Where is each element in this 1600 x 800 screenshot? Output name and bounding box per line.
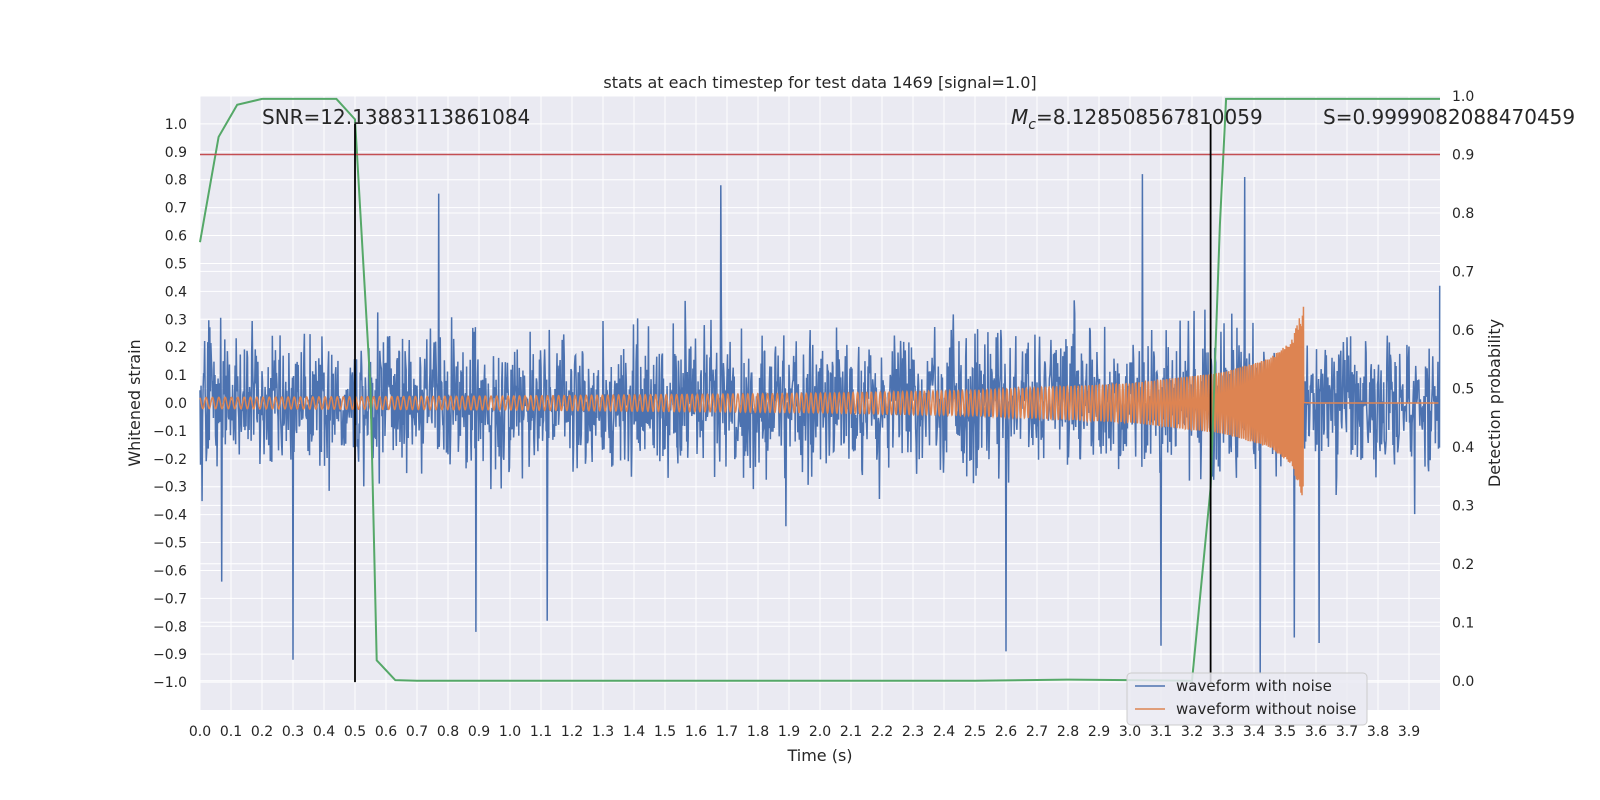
legend: waveform with noise waveform without noi… xyxy=(1126,672,1368,726)
series-waveform-without-noise xyxy=(199,306,1439,496)
x-tick-label: 3.2 xyxy=(1181,724,1203,740)
y-tick-label: −0.1 xyxy=(153,424,187,440)
y-tick-label: 0.6 xyxy=(165,229,187,245)
x-tick-label: 1.6 xyxy=(685,724,707,740)
x-tick-label: 0.4 xyxy=(313,724,335,740)
reference-lines xyxy=(200,123,1440,683)
y-tick-label: −0.9 xyxy=(153,647,187,663)
x-tick-labels: 0.0 0.1 0.2 0.3 0.4 0.5 0.6 0.7 0.8 0.9 1.0 1.1 1.2 1… xyxy=(189,724,1420,740)
s-annotation: S=0.9999082088470459 xyxy=(1323,105,1575,129)
legend-box xyxy=(1126,672,1368,726)
y-tick-label: −1.0 xyxy=(153,675,187,691)
legend-label-noise: waveform with noise xyxy=(1176,677,1332,695)
y-tick-label: 0.2 xyxy=(165,340,187,356)
x-tick-label: 3.9 xyxy=(1398,724,1420,740)
x-tick-label: 2.5 xyxy=(964,724,986,740)
x-tick-label: 2.4 xyxy=(933,724,955,740)
x-tick-label: 0.9 xyxy=(468,724,490,740)
snr-annotation: SNR=12.13883113861084 xyxy=(262,105,530,129)
y-right-tick-label: 0.0 xyxy=(1452,674,1474,690)
x-tick-label: 0.8 xyxy=(437,724,459,740)
x-tick-label: 1.8 xyxy=(747,724,769,740)
x-tick-label: 2.7 xyxy=(1026,724,1048,740)
x-tick-label: 3.6 xyxy=(1305,724,1327,740)
y-right-axis-label: Detection probability xyxy=(1485,319,1504,487)
y-tick-label: −0.8 xyxy=(153,619,187,635)
y-right-tick-label: 1.0 xyxy=(1452,89,1474,105)
detection-probability-line xyxy=(199,97,1440,682)
y-tick-label: 1.0 xyxy=(165,117,187,133)
chirp-mass-value: =8.128508567810059 xyxy=(1036,105,1263,129)
x-tick-label: 0.7 xyxy=(406,724,428,740)
series-detection-probability xyxy=(199,97,1440,682)
y-tick-label: −0.3 xyxy=(153,480,187,496)
x-tick-label: 3.3 xyxy=(1212,724,1234,740)
y-tick-label: 0.8 xyxy=(165,173,187,189)
y-right-tick-label: 0.3 xyxy=(1452,498,1474,514)
x-tick-label: 3.5 xyxy=(1274,724,1296,740)
x-tick-label: 2.3 xyxy=(902,724,924,740)
chirp-mass-subscript: c xyxy=(1028,117,1036,133)
clean-waveform-line xyxy=(199,306,1439,496)
x-tick-label: 0.3 xyxy=(282,724,304,740)
y-tick-label: −0.4 xyxy=(153,508,187,524)
chirp-mass-annotation: Mc=8.128508567810059 xyxy=(1011,105,1263,133)
x-tick-label: 1.1 xyxy=(530,724,552,740)
x-tick-label: 0.5 xyxy=(344,724,366,740)
y-right-tick-label: 0.9 xyxy=(1452,147,1474,163)
x-tick-label: 2.9 xyxy=(1088,724,1110,740)
y-axis-label: Whitened strain xyxy=(125,339,144,466)
y-right-tick-label: 0.7 xyxy=(1452,264,1474,280)
x-tick-label: 3.0 xyxy=(1119,724,1141,740)
y-tick-label: 0.1 xyxy=(165,368,187,384)
x-tick-label: 2.0 xyxy=(809,724,831,740)
y-tick-label: 0.9 xyxy=(165,145,187,161)
y-right-tick-label: 0.2 xyxy=(1452,557,1474,573)
y-tick-label: −0.2 xyxy=(153,452,187,468)
chirp-mass-symbol: M xyxy=(1011,105,1028,129)
y-tick-label: 0.0 xyxy=(165,396,187,412)
x-tick-label: 3.7 xyxy=(1336,724,1358,740)
y-right-tick-label: 0.4 xyxy=(1452,440,1474,456)
x-tick-label: 1.4 xyxy=(623,724,645,740)
x-tick-label: 0.1 xyxy=(220,724,242,740)
x-tick-label: 2.2 xyxy=(871,724,893,740)
x-tick-label: 2.8 xyxy=(1057,724,1079,740)
x-tick-label: 1.2 xyxy=(561,724,583,740)
y-tick-label: 0.3 xyxy=(165,312,187,328)
x-tick-label: 3.8 xyxy=(1367,724,1389,740)
legend-label-signal: waveform without noise xyxy=(1176,700,1356,718)
x-tick-label: 2.6 xyxy=(995,724,1017,740)
x-tick-label: 1.5 xyxy=(654,724,676,740)
y-tick-label: −0.5 xyxy=(153,536,187,552)
x-tick-label: 3.1 xyxy=(1150,724,1172,740)
y-right-tick-label: 0.1 xyxy=(1452,615,1474,631)
y-right-tick-labels: 1.0 0.9 0.8 0.7 0.6 0.5 0.4 0.3 0.2 0.1 0.0 xyxy=(1452,89,1474,690)
series-waveform-with-noise xyxy=(199,174,1441,674)
noise-waveform-line xyxy=(199,174,1441,674)
y-tick-label: 0.4 xyxy=(165,284,187,300)
x-axis-label: Time (s) xyxy=(786,746,852,765)
y-tick-label: 0.7 xyxy=(165,201,187,217)
y-tick-label: 0.5 xyxy=(165,256,187,272)
y-tick-labels: 1.0 0.9 0.8 0.7 0.6 0.5 0.4 0.3 0.2 0.1 0.0 −0.1 −0.… xyxy=(153,117,187,691)
x-tick-label: 1.7 xyxy=(716,724,738,740)
y-right-tick-label: 0.6 xyxy=(1452,323,1474,339)
y-right-tick-label: 0.5 xyxy=(1452,381,1474,397)
x-tick-label: 0.0 xyxy=(189,724,211,740)
y-tick-label: −0.7 xyxy=(153,591,187,607)
x-tick-label: 1.3 xyxy=(592,724,614,740)
y-right-tick-label: 0.8 xyxy=(1452,206,1474,222)
chart-title: stats at each timestep for test data 146… xyxy=(603,73,1036,92)
x-tick-label: 1.0 xyxy=(499,724,521,740)
x-tick-label: 2.1 xyxy=(840,724,862,740)
x-tick-label: 0.6 xyxy=(375,724,397,740)
x-tick-label: 0.2 xyxy=(251,724,273,740)
y-tick-label: −0.6 xyxy=(153,563,187,579)
x-tick-label: 3.4 xyxy=(1243,724,1265,740)
x-tick-label: 1.9 xyxy=(778,724,800,740)
